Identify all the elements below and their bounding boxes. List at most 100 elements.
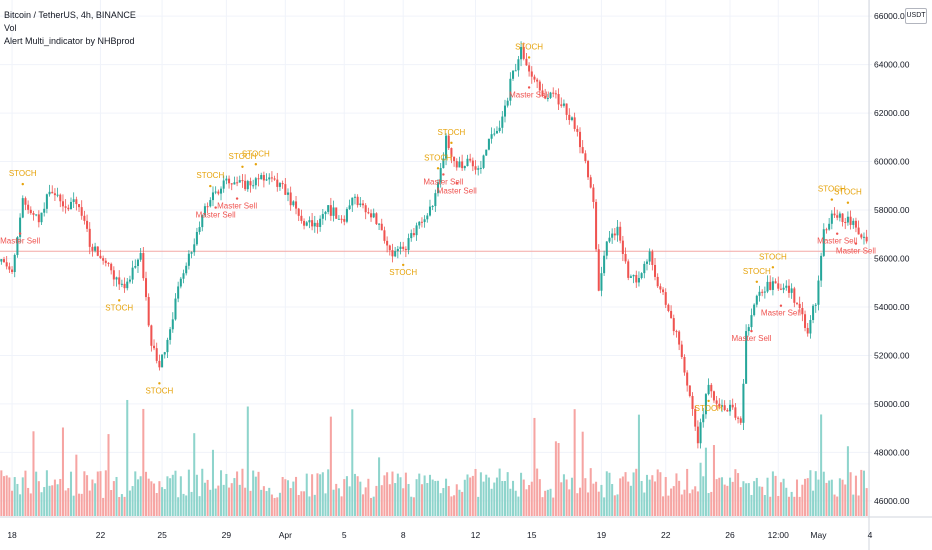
volume-bar: [412, 497, 415, 516]
time-axis-tick: 26: [725, 530, 735, 540]
volume-bar: [453, 495, 456, 516]
candle-body: [490, 134, 493, 139]
candle-body: [437, 182, 440, 194]
volume-bar: [809, 470, 812, 516]
volume-bar: [766, 477, 769, 516]
candle-body: [723, 405, 726, 411]
candle-body: [455, 161, 458, 168]
volume-bar: [217, 485, 220, 516]
candle-body: [412, 233, 415, 236]
candle-body: [313, 222, 316, 227]
volume-bar: [375, 485, 378, 516]
candle-body: [11, 269, 14, 273]
volume-bar: [589, 468, 592, 516]
volume-bar: [450, 496, 453, 516]
candle-body: [849, 216, 852, 225]
volume-bar: [619, 478, 622, 516]
volume-bar: [144, 471, 148, 516]
candle-body: [75, 199, 78, 205]
volume-bar: [372, 496, 375, 516]
volume-bar: [386, 472, 389, 516]
volume-bar: [313, 494, 316, 516]
volume-bar: [616, 494, 619, 516]
candle-body: [378, 223, 381, 225]
currency-button[interactable]: USDT: [905, 8, 927, 24]
candle-body: [158, 360, 161, 368]
volume-bar: [434, 480, 437, 516]
volume-bar: [278, 492, 281, 516]
candle-body: [94, 246, 97, 251]
volume-bar: [672, 486, 675, 516]
candle-body: [656, 276, 659, 287]
volume-bar: [399, 477, 402, 516]
volume-bar: [155, 493, 158, 516]
volume-bar: [627, 481, 630, 516]
signal-marker: [214, 206, 217, 209]
candle-body: [329, 205, 332, 216]
volume-bar: [134, 471, 137, 516]
candle-body: [383, 230, 386, 241]
signal-marker: [450, 141, 453, 145]
candle-body: [643, 263, 646, 274]
candle-body: [375, 213, 378, 225]
volume-bar: [102, 497, 105, 516]
volume-bar: [662, 496, 665, 516]
volume-bar: [329, 416, 332, 516]
candle-body: [128, 279, 131, 282]
candle-body: [704, 394, 707, 415]
candle-body: [611, 233, 614, 238]
volume-bar: [584, 478, 587, 516]
volume-bar: [659, 472, 662, 516]
volume-bar: [712, 445, 715, 516]
volume-bar: [637, 414, 640, 516]
candle-body: [785, 285, 788, 288]
volume-bar: [190, 491, 193, 516]
volume-bar: [171, 474, 174, 516]
volume-bar: [439, 493, 442, 516]
candle-body: [645, 261, 648, 264]
candle-body: [581, 147, 584, 154]
candle-body: [485, 149, 488, 156]
volume-bar: [228, 487, 231, 516]
volume-bar: [161, 487, 164, 516]
volume-bar: [24, 470, 27, 516]
candle-body: [372, 213, 375, 218]
candle-body: [187, 253, 190, 266]
candle-body: [670, 310, 673, 319]
volume-bar: [305, 473, 308, 516]
candle-body: [595, 201, 598, 250]
candle-body: [804, 314, 807, 328]
volume-bar: [557, 443, 560, 516]
volume-bar: [755, 477, 758, 516]
candle-body: [814, 304, 817, 306]
volume-bar: [458, 489, 461, 516]
candle-body: [769, 281, 772, 290]
candle-body: [702, 414, 705, 423]
candle-body: [155, 348, 158, 361]
volume-bar: [514, 490, 517, 516]
candle-body: [696, 426, 699, 444]
candle-body: [370, 213, 373, 218]
stoch-signal-label: STOCH: [105, 303, 133, 312]
time-axis-tick: 22: [661, 530, 671, 540]
signal-marker: [241, 165, 244, 168]
signal-marker: [401, 263, 405, 267]
volume-bar: [351, 409, 354, 516]
volume-bar: [828, 480, 831, 516]
candle-body: [361, 203, 365, 206]
time-axis-tick: 29: [222, 530, 232, 540]
volume-bar: [600, 484, 603, 516]
volume-bar: [359, 481, 362, 516]
volume-bar: [80, 493, 83, 516]
candle-body: [142, 253, 145, 279]
candle-body: [359, 203, 362, 206]
volume-bar: [846, 446, 849, 516]
candle-body: [520, 46, 523, 60]
candle-body: [37, 214, 40, 223]
volume-bar: [276, 497, 279, 516]
candle-body: [40, 212, 43, 223]
candle-body: [335, 207, 338, 219]
volume-bar: [592, 483, 595, 516]
